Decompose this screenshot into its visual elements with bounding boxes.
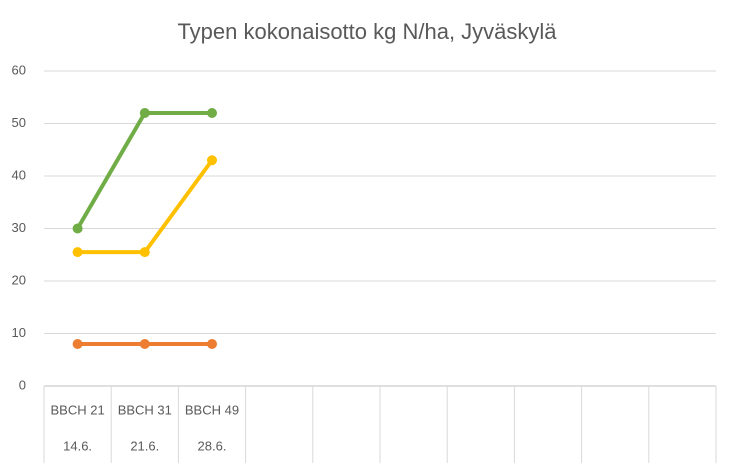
data-point <box>72 339 83 349</box>
y-tick-label: 60 <box>12 62 26 77</box>
data-point <box>207 339 217 349</box>
data-point <box>72 247 83 258</box>
y-tick-label: 10 <box>12 325 26 340</box>
series-line <box>77 159 214 255</box>
data-point <box>72 223 83 234</box>
y-tick-label: 30 <box>12 220 26 235</box>
x-tick-label: BBCH 49 <box>185 402 239 417</box>
chart-title: Typen kokonaisotto kg N/ha, Jyväskylä <box>177 19 557 44</box>
data-point <box>139 247 150 258</box>
y-tick-label: 40 <box>12 167 26 182</box>
y-tick-label: 50 <box>12 115 26 130</box>
data-point <box>207 108 217 118</box>
x-tick-date: 28.6. <box>198 438 227 453</box>
y-tick-label: 0 <box>19 377 26 392</box>
data-point <box>207 155 217 166</box>
data-point <box>139 108 150 118</box>
y-tick-label: 20 <box>12 272 26 287</box>
x-tick-date: 21.6. <box>130 438 159 453</box>
x-tick-label: BBCH 21 <box>50 402 104 417</box>
series-line <box>75 111 212 230</box>
x-tick-date: 14.6. <box>63 438 92 453</box>
data-point <box>139 339 150 349</box>
x-tick-label: BBCH 31 <box>118 402 172 417</box>
